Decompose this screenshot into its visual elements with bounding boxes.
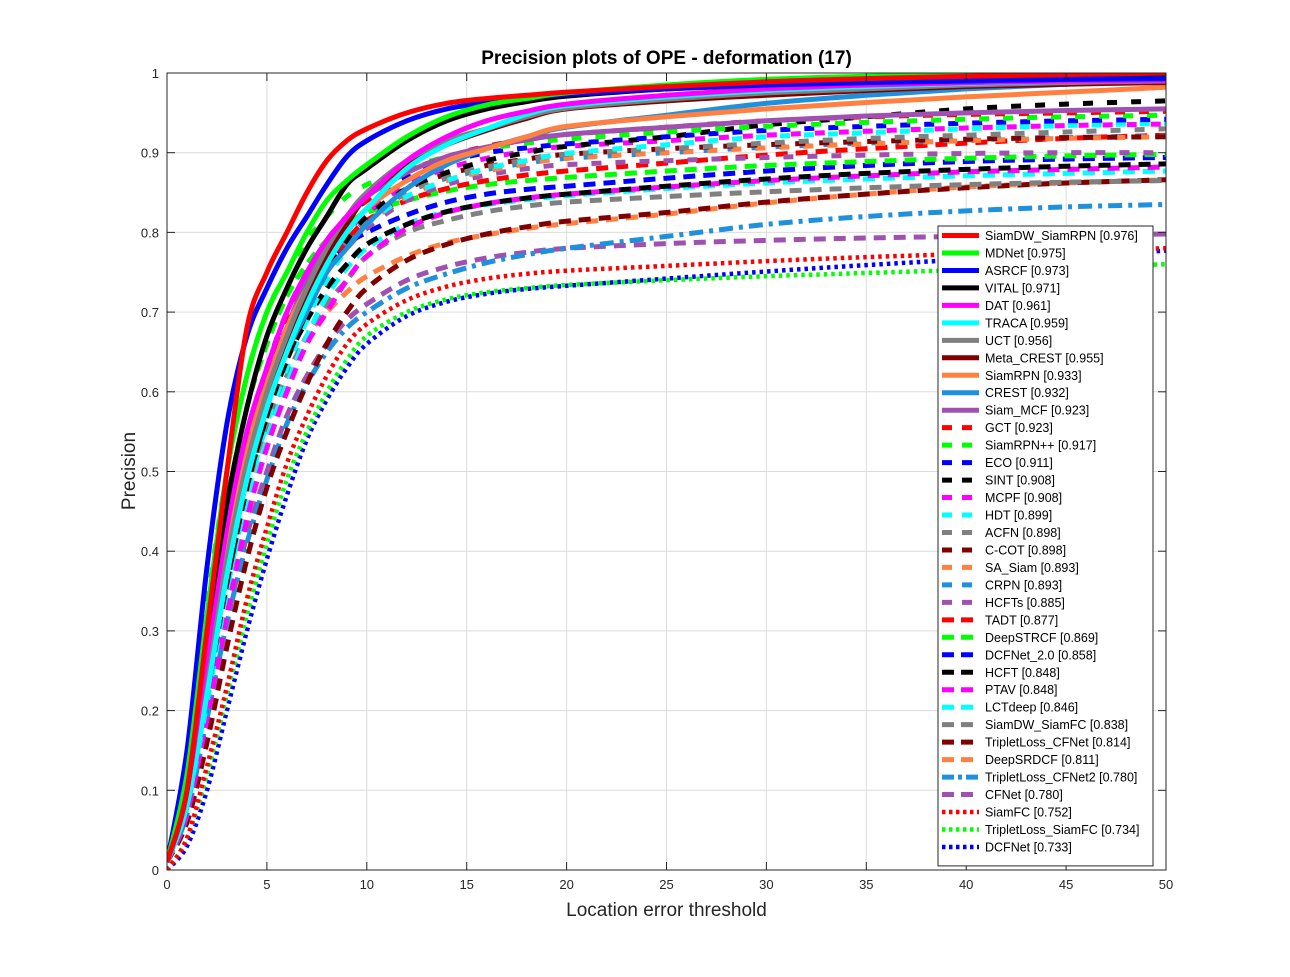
legend-label-22: HCFTs [0.885] (985, 596, 1065, 610)
series-line-34 (167, 246, 1166, 870)
legend-label-23: TADT [0.877] (985, 613, 1058, 627)
legend-label-26: HCFT [0.848] (985, 666, 1060, 680)
series-line-1 (167, 73, 1166, 863)
legend-label-7: UCT [0.956] (985, 334, 1052, 348)
legend-box (937, 225, 1154, 867)
x-axis-title: Location error threshold (566, 900, 767, 921)
legend-label-11: Siam_MCF [0.923] (985, 404, 1089, 418)
legend-label-6: TRACA [0.959] (985, 316, 1068, 330)
legend-label-17: HDT [0.899] (985, 509, 1052, 523)
series-line-9 (167, 84, 1166, 863)
axis-ticks: 0 5 10 15 20 25 30 35 40 45 50 0 0.1 0.2 0.3 0.4 0.5 0.6 0… (141, 66, 1173, 892)
legend-label-34: SiamFC [0.752] (985, 806, 1072, 820)
y-tick-label: 0.6 (141, 385, 159, 400)
legend-label-15: SINT [0.908] (985, 474, 1055, 488)
legend: SiamDW_SiamRPN [0.976] MDNet [0.975] ASRCF… (937, 225, 1154, 867)
legend-label-8: Meta_CREST [0.955] (985, 351, 1104, 365)
x-tick-label: 15 (459, 877, 473, 892)
legend-label-16: MCPF [0.908] (985, 491, 1062, 505)
chart-title: Precision plots of OPE - deformation (17… (481, 48, 852, 69)
legend-label-1: SiamDW_SiamRPN [0.976] (985, 229, 1138, 243)
legend-label-20: SA_Siam [0.893] (985, 561, 1079, 575)
x-tick-label: 5 (263, 877, 270, 892)
y-axis-title: Precision (119, 432, 140, 510)
y-tick-label: 0.3 (141, 624, 159, 639)
series-line-5 (167, 77, 1166, 863)
legend-label-4: VITAL [0.971] (985, 281, 1060, 295)
legend-label-32: TripletLoss_CFNet2 [0.780] (985, 771, 1137, 785)
x-tick-label: 10 (360, 877, 374, 892)
legend-label-33: CFNet [0.780] (985, 788, 1063, 802)
legend-label-19: C-COT [0.898] (985, 543, 1066, 557)
y-tick-label: 0.1 (141, 783, 159, 798)
y-tick-label: 0.5 (141, 465, 159, 480)
legend-label-24: DeepSTRCF [0.869] (985, 631, 1098, 645)
legend-label-35: TripletLoss_SiamFC [0.734] (985, 823, 1139, 837)
x-tick-label: 50 (1159, 877, 1173, 892)
x-tick-label: 45 (1059, 877, 1073, 892)
x-tick-label: 20 (559, 877, 573, 892)
legend-label-12: GCT [0.923] (985, 421, 1053, 435)
series-line-35 (167, 262, 1166, 870)
series-line-16 (167, 121, 1166, 863)
x-tick-label: 30 (759, 877, 773, 892)
series-line-30 (167, 177, 1166, 864)
series-layer (167, 73, 1166, 870)
y-tick-label: 0.2 (141, 704, 159, 719)
y-tick-label: 0.7 (141, 305, 159, 320)
legend-label-9: SiamRPN [0.933] (985, 369, 1082, 383)
legend-label-27: PTAV [0.848] (985, 683, 1058, 697)
x-tick-label: 25 (659, 877, 673, 892)
legend-label-28: LCTdeep [0.846] (985, 701, 1078, 715)
legend-label-31: DeepSRDCF [0.811] (985, 753, 1099, 767)
series-line-19 (167, 134, 1166, 863)
legend-label-3: ASRCF [0.973] (985, 264, 1069, 278)
series-line-32 (167, 202, 1166, 864)
y-tick-label: 0.9 (141, 146, 159, 161)
y-tick-label: 0.4 (141, 544, 159, 559)
legend-label-21: CRPN [0.893] (985, 578, 1062, 592)
legend-label-25: DCFNet_2.0 [0.858] (985, 648, 1096, 662)
legend-label-2: MDNet [0.975] (985, 246, 1066, 260)
x-tick-label: 35 (859, 877, 873, 892)
y-tick-label: 0.8 (141, 225, 159, 240)
legend-label-29: SiamDW_SiamFC [0.838] (985, 718, 1128, 732)
series-line-3 (167, 76, 1166, 863)
y-tick-label: 1 (152, 66, 159, 81)
legend-label-5: DAT [0.961] (985, 299, 1051, 313)
y-tick-label: 0 (152, 863, 159, 878)
legend-label-36: DCFNet [0.733] (985, 840, 1072, 854)
legend-label-14: ECO [0.911] (985, 456, 1053, 470)
series-line-36 (167, 248, 1166, 870)
x-tick-label: 0 (163, 877, 170, 892)
legend-label-13: SiamRPN++ [0.917] (985, 439, 1096, 453)
x-tick-label: 40 (959, 877, 973, 892)
legend-label-30: TripletLoss_CFNet [0.814] (985, 736, 1130, 750)
legend-label-10: CREST [0.932] (985, 386, 1069, 400)
legend-label-18: ACFN [0.898] (985, 526, 1061, 540)
series-line-33 (167, 231, 1166, 864)
